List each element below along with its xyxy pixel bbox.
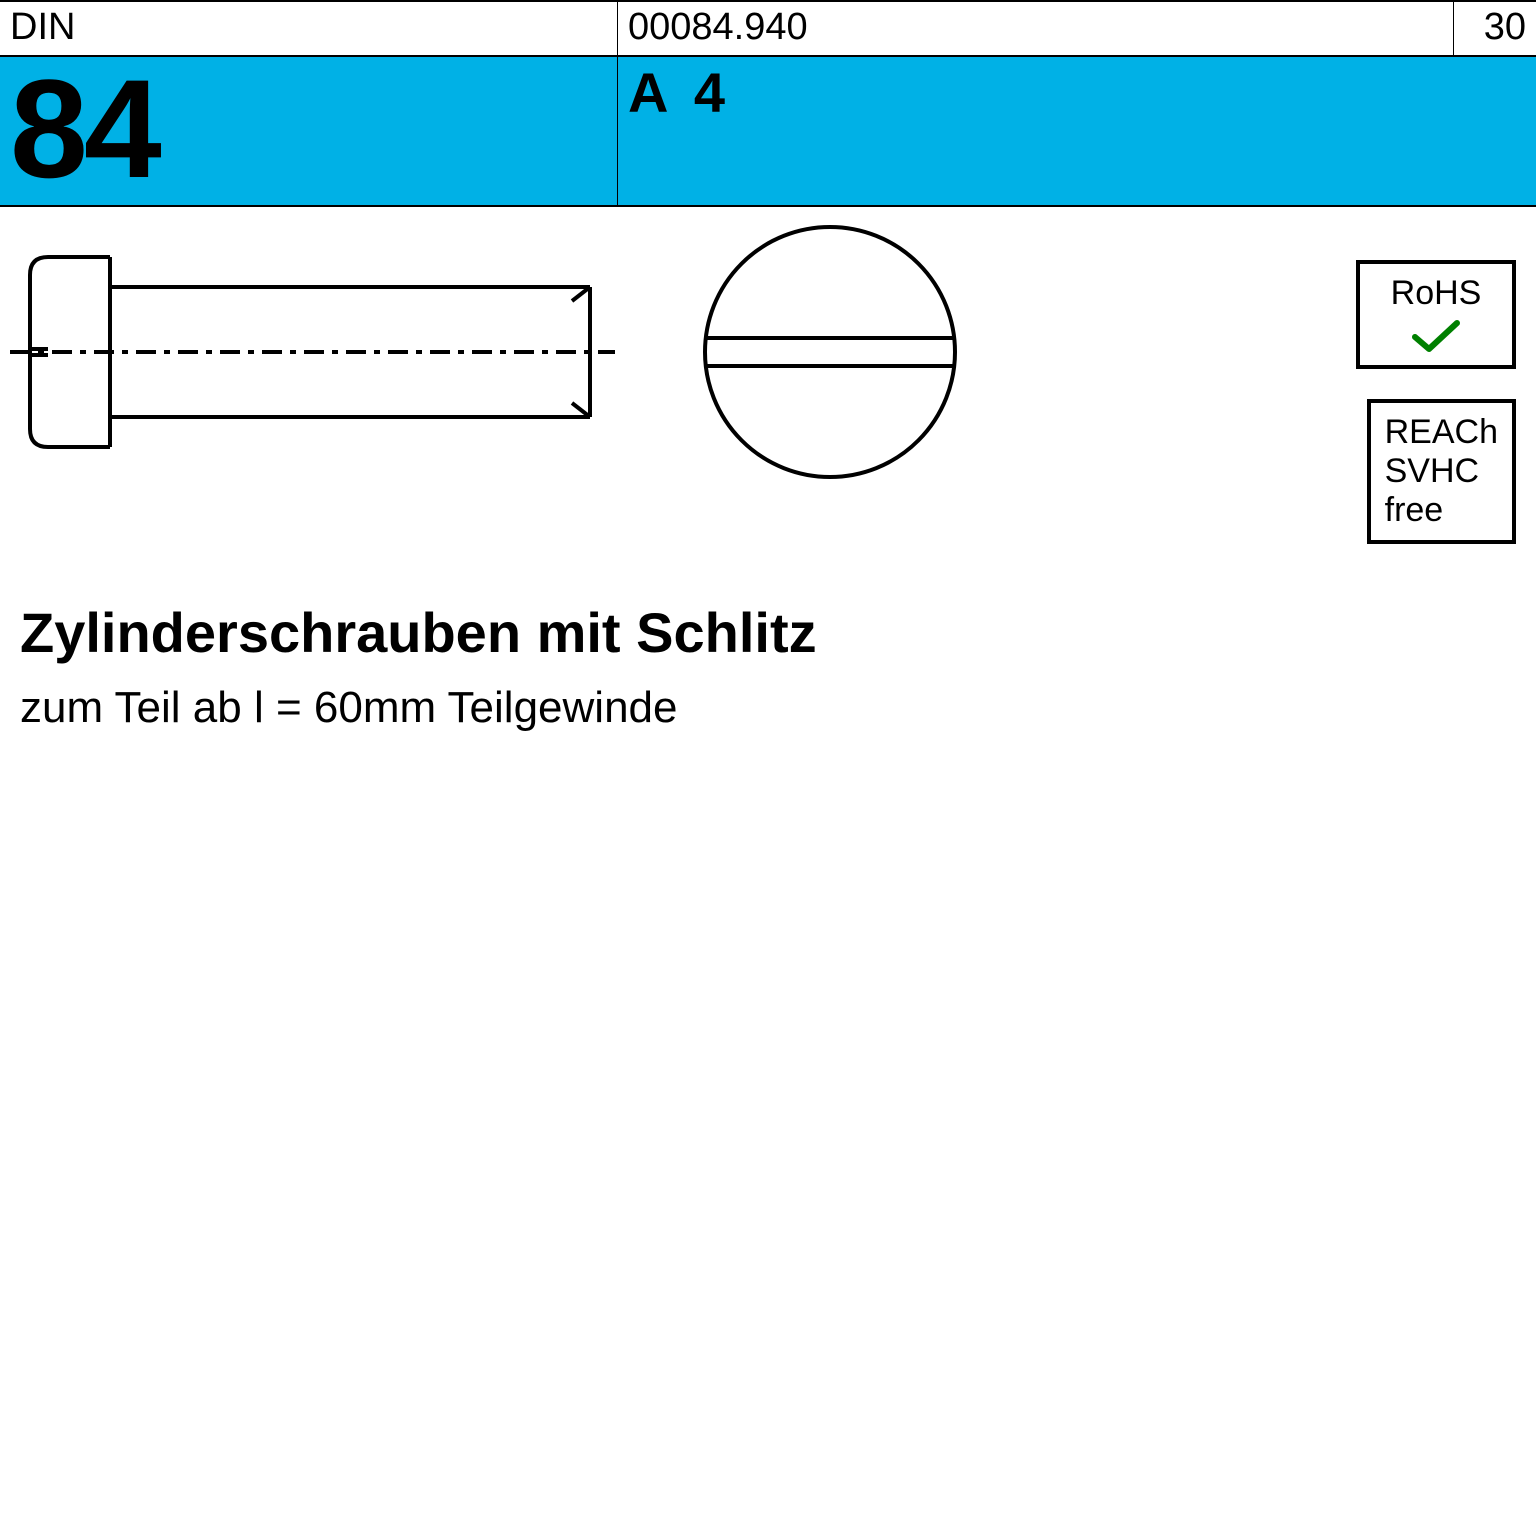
rohs-badge: RoHS	[1356, 260, 1516, 369]
standard-band: 84 A 4	[0, 57, 1536, 207]
compliance-badges: RoHS REACh SVHC free	[1356, 260, 1516, 544]
standard-number: 84	[10, 59, 158, 199]
technical-drawing	[0, 207, 1536, 587]
screw-front-view	[705, 227, 955, 477]
product-title: Zylinderschrauben mit Schlitz	[20, 600, 1276, 665]
reach-badge: REACh SVHC free	[1367, 399, 1516, 544]
product-subtitle: zum Teil ab l = 60mm Teilgewinde	[20, 683, 1276, 733]
reach-line1: REACh	[1385, 413, 1498, 452]
header-code: 00084.940	[618, 2, 1454, 55]
description-block: Zylinderschrauben mit Schlitz zum Teil a…	[20, 600, 1276, 733]
standard-number-cell: 84	[0, 57, 618, 205]
header-row: DIN 00084.940 30	[0, 0, 1536, 57]
reach-line2: SVHC	[1385, 452, 1498, 491]
material-grade: A 4	[628, 59, 731, 121]
reach-line3: free	[1385, 491, 1498, 530]
header-standard: DIN	[0, 2, 618, 55]
header-page: 30	[1454, 2, 1536, 55]
screw-side-view	[10, 257, 615, 447]
rohs-label: RoHS	[1391, 274, 1482, 313]
material-cell: A 4	[618, 57, 1536, 205]
check-icon	[1411, 319, 1461, 355]
